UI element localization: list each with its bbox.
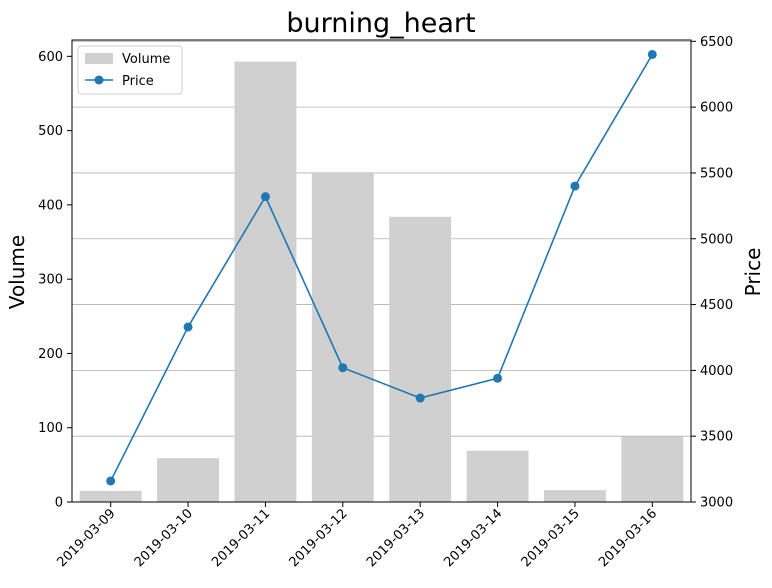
price-point bbox=[570, 181, 580, 191]
price-point bbox=[338, 363, 348, 373]
x-tick-label: 2019-03-10 bbox=[132, 506, 196, 570]
volume-bar bbox=[621, 436, 684, 502]
price-line bbox=[109, 54, 654, 482]
legend-label-price: Price bbox=[122, 74, 154, 89]
y-tick-label-left: 0 bbox=[55, 496, 63, 511]
y-tick-label-right: 4500 bbox=[700, 298, 733, 313]
price-point bbox=[415, 393, 425, 403]
plot-frame bbox=[71, 39, 692, 503]
x-tick-label: 2019-03-14 bbox=[441, 506, 505, 570]
volume-bar bbox=[311, 172, 374, 502]
legend-swatch-price-marker bbox=[94, 75, 104, 85]
chart-title: burning_heart bbox=[286, 8, 475, 39]
price-point bbox=[106, 476, 116, 486]
y-tick-label-right: 6000 bbox=[700, 101, 733, 116]
price-point bbox=[183, 322, 193, 332]
x-tick-label: 2019-03-16 bbox=[596, 506, 660, 570]
price-point bbox=[260, 192, 270, 202]
y-axis-title-left: Volume bbox=[5, 235, 29, 309]
volume-bar bbox=[79, 490, 142, 502]
legend: Volume Price bbox=[77, 45, 183, 95]
x-tick-label: 2019-03-09 bbox=[54, 506, 118, 570]
price-point bbox=[647, 49, 657, 59]
x-tick-label: 2019-03-15 bbox=[519, 506, 583, 570]
y-tick-label-right: 3000 bbox=[700, 496, 733, 511]
x-tick-label: 2019-03-13 bbox=[364, 506, 428, 570]
x-tick-label: 2019-03-12 bbox=[287, 506, 351, 570]
y-tick-label-left: 400 bbox=[38, 198, 63, 213]
y-tick-label-left: 500 bbox=[38, 124, 63, 139]
volume-bar bbox=[234, 61, 297, 502]
volume-bars bbox=[79, 61, 684, 502]
y-tick-label-left: 300 bbox=[38, 273, 63, 288]
legend-label-volume: Volume bbox=[122, 52, 170, 67]
volume-bar bbox=[466, 450, 529, 502]
volume-bar bbox=[157, 458, 220, 502]
price-point bbox=[493, 373, 503, 383]
y-tick-label-left: 600 bbox=[38, 50, 63, 65]
price-line-group bbox=[106, 49, 657, 486]
volume-bar bbox=[543, 490, 606, 502]
y-tick-label-left: 200 bbox=[38, 347, 63, 362]
x-tick-label: 2019-03-11 bbox=[209, 506, 273, 570]
y-tick-label-right: 6500 bbox=[700, 35, 733, 50]
y-axis-title-right: Price bbox=[741, 248, 765, 297]
y-tick-label-right: 5000 bbox=[700, 232, 733, 247]
y-tick-label-right: 3500 bbox=[700, 430, 733, 445]
legend-swatch-volume bbox=[85, 53, 113, 64]
y-tick-label-right: 4000 bbox=[700, 364, 733, 379]
y-tick-label-right: 5500 bbox=[700, 166, 733, 181]
y-tick-label-left: 100 bbox=[38, 421, 63, 436]
gridlines bbox=[72, 40, 691, 503]
volume-bar bbox=[389, 216, 452, 502]
